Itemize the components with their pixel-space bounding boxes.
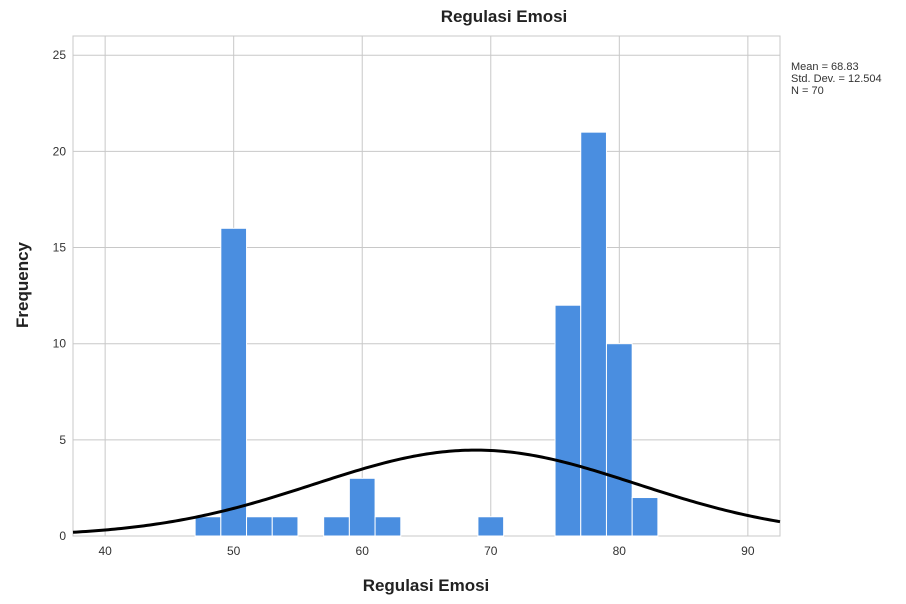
x-tick-label: 70 <box>484 544 498 558</box>
y-axis-title: Frequency <box>13 241 32 328</box>
histogram-bar <box>271 516 299 537</box>
x-axis-ticks: 40 50 60 70 80 90 <box>98 544 754 558</box>
histogram-bar <box>477 516 505 537</box>
histogram-bar <box>194 516 222 537</box>
x-tick-label: 90 <box>741 544 755 558</box>
y-tick-label: 0 <box>59 529 66 543</box>
histogram-bar <box>246 516 273 537</box>
y-tick-label: 5 <box>59 433 66 447</box>
y-tick-label: 15 <box>53 241 67 255</box>
histogram-bar <box>374 516 402 537</box>
grid-lines <box>73 36 780 537</box>
histogram-bar <box>605 343 633 537</box>
y-axis-ticks: 0 5 10 15 20 25 <box>53 48 67 543</box>
x-axis-title: Regulasi Emosi <box>363 576 490 595</box>
histogram-bar <box>554 304 582 537</box>
plot-frame <box>72 35 781 537</box>
histogram-bar <box>220 227 248 537</box>
y-tick-label: 20 <box>53 144 67 158</box>
histogram-bar <box>631 497 659 537</box>
stats-line: Mean = 68.83 <box>791 61 859 73</box>
x-tick-label: 50 <box>227 544 241 558</box>
normal-curve <box>72 448 781 534</box>
stats-line: N = 70 <box>791 85 824 97</box>
histogram-bar <box>348 477 376 537</box>
chart-title: Regulasi Emosi <box>441 7 568 26</box>
x-tick-label: 60 <box>356 544 370 558</box>
x-tick-label: 40 <box>98 544 112 558</box>
histogram-bar <box>580 131 607 537</box>
histogram-bar <box>323 516 350 537</box>
x-tick-label: 80 <box>613 544 627 558</box>
y-tick-label: 25 <box>53 48 67 62</box>
stats-line: Std. Dev. = 12.504 <box>791 73 882 85</box>
y-tick-label: 10 <box>53 337 67 351</box>
histogram-bars <box>194 131 659 537</box>
